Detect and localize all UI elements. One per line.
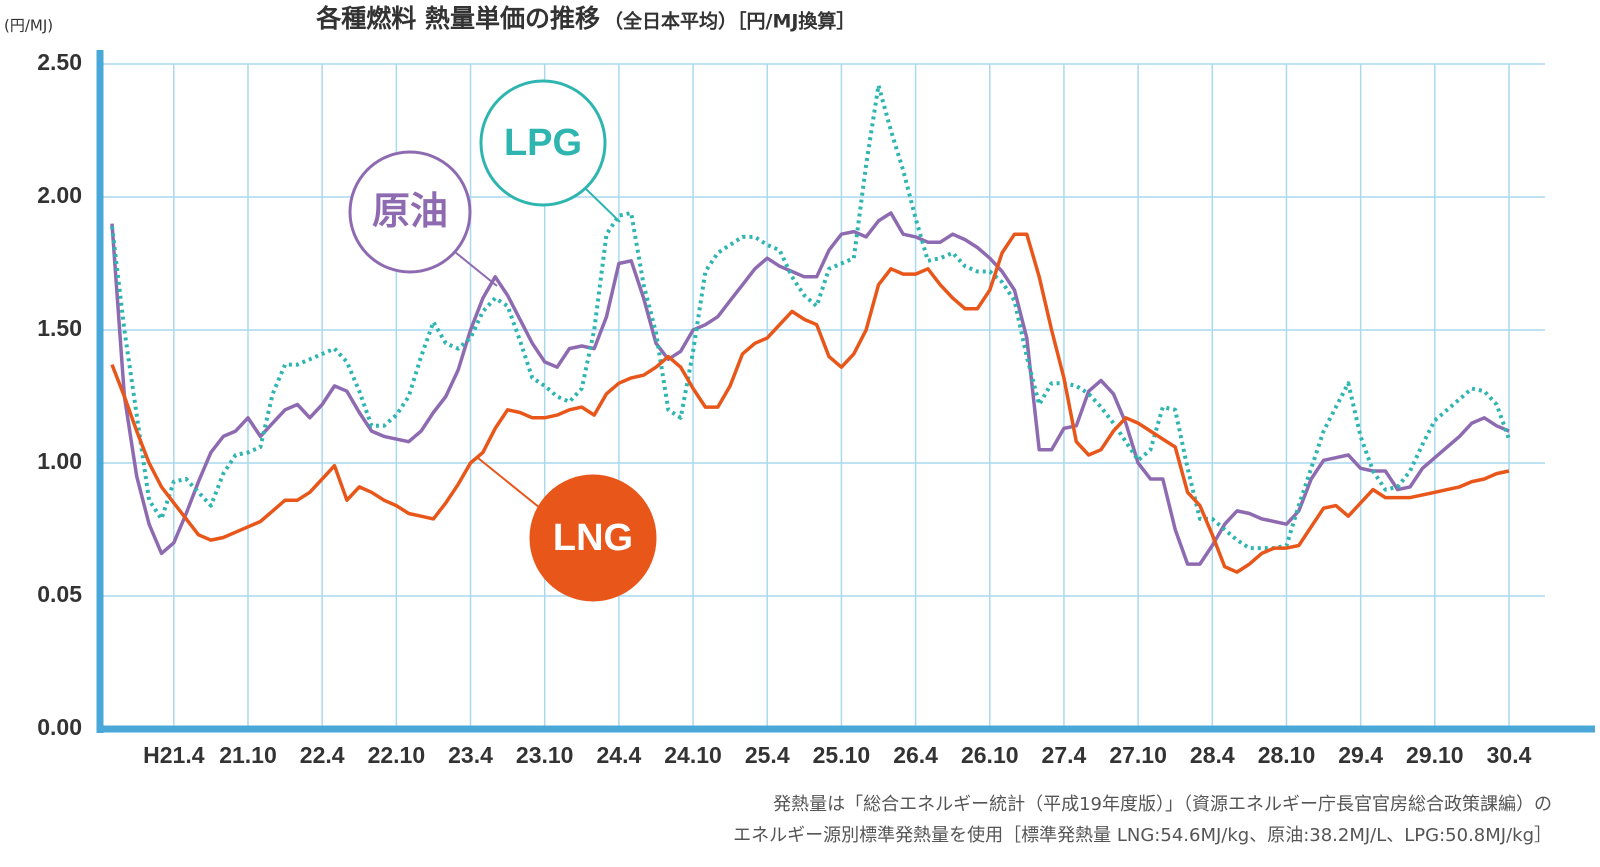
chart-title: 各種燃料 熱量単価の推移 [315, 4, 600, 33]
legend-marker [479, 79, 607, 207]
footnote: エネルギー源別標準発熱量を使用［標準発熱量 LNG:54.6MJ/kg、原油:3… [733, 825, 1552, 846]
legend-leader [477, 457, 541, 509]
legend-marker [348, 150, 472, 274]
x-tick-label: H21.4 [143, 742, 205, 768]
y-tick-label: 1.50 [37, 315, 82, 341]
x-tick-label: 23.10 [516, 742, 574, 768]
x-tick-label: 25.4 [745, 742, 790, 768]
y-axis-label: (円/MJ) [4, 17, 53, 35]
legend-marker [529, 474, 657, 602]
x-tick-label: 22.10 [368, 742, 426, 768]
legend-label: 原油 [372, 191, 448, 233]
x-tick-label: 24.10 [664, 742, 722, 768]
x-tick-label: 30.4 [1487, 742, 1532, 768]
x-tick-label: 23.4 [448, 742, 493, 768]
x-tick-label: 22.4 [300, 742, 345, 768]
y-tick-label: 2.00 [37, 182, 82, 208]
legend-label: LPG [504, 122, 582, 164]
legend-label: LNG [553, 517, 633, 559]
series-line [110, 211, 1510, 566]
x-tick-label: 29.10 [1406, 742, 1464, 768]
series-line [110, 83, 1511, 551]
x-tick-label: 25.10 [813, 742, 871, 768]
y-tick-label: 2.50 [37, 49, 82, 75]
x-tick-label: 24.4 [596, 742, 641, 768]
y-tick-label: 1.00 [37, 448, 82, 474]
legend-leader [584, 187, 621, 223]
legend-leader [454, 251, 498, 287]
x-tick-label: 27.10 [1109, 742, 1167, 768]
x-tick-label: 28.4 [1190, 742, 1235, 768]
y-tick-label: 0.00 [37, 714, 82, 740]
x-tick-label: 27.4 [1042, 742, 1087, 768]
x-tick-label: 26.10 [961, 742, 1019, 768]
x-tick-label: 28.10 [1258, 742, 1316, 768]
chart-subtitle: （全日本平均）［円/MJ換算］ [604, 10, 855, 33]
x-tick-label: 26.4 [893, 742, 938, 768]
series-line [110, 232, 1510, 574]
y-tick-label: 0.05 [37, 581, 82, 607]
footnote: 発熱量は「総合エネルギー統計（平成19年度版）」（資源エネルギー庁長官官房総合政… [773, 794, 1552, 815]
x-tick-label: 29.4 [1338, 742, 1383, 768]
x-tick-label: 21.10 [219, 742, 277, 768]
